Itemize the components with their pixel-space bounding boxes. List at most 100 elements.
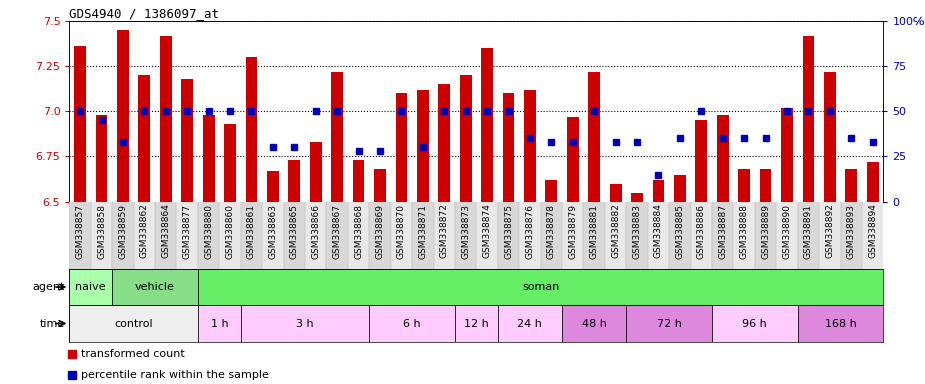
Text: 12 h: 12 h [464, 318, 488, 329]
Text: vehicle: vehicle [135, 282, 175, 292]
Bar [519, 202, 540, 269]
Bar [133, 202, 155, 269]
Bar [797, 202, 820, 269]
Text: agent: agent [32, 282, 65, 292]
Bar [74, 46, 86, 202]
Bar [390, 202, 413, 269]
Bar [481, 48, 493, 202]
Text: 72 h: 72 h [657, 318, 682, 329]
Bar [219, 202, 240, 269]
Bar [648, 202, 669, 269]
Bar [284, 202, 305, 269]
Bar [605, 202, 626, 269]
Text: GSM338892: GSM338892 [825, 204, 834, 258]
Text: GSM338876: GSM338876 [525, 204, 535, 258]
Bar [824, 72, 835, 202]
Bar [305, 202, 327, 269]
Text: GSM338871: GSM338871 [418, 204, 427, 258]
Bar [455, 305, 498, 342]
Text: 1 h: 1 h [211, 318, 228, 329]
Bar [626, 305, 712, 342]
Text: GSM338891: GSM338891 [804, 204, 813, 258]
Text: 48 h: 48 h [582, 318, 607, 329]
Bar [327, 202, 348, 269]
Text: GSM338881: GSM338881 [590, 204, 598, 258]
Bar [797, 305, 883, 342]
Bar [434, 202, 455, 269]
Bar [562, 305, 626, 342]
Bar [476, 202, 498, 269]
Bar [776, 202, 797, 269]
Bar [803, 36, 814, 202]
Text: GDS4940 / 1386097_at: GDS4940 / 1386097_at [69, 7, 219, 20]
Bar [417, 90, 428, 202]
Bar [348, 202, 369, 269]
Text: GSM338860: GSM338860 [226, 204, 235, 258]
Bar [584, 202, 605, 269]
Text: GSM338880: GSM338880 [204, 204, 213, 258]
Bar [498, 202, 519, 269]
Bar [631, 193, 643, 202]
Bar [674, 174, 685, 202]
Bar [738, 169, 750, 202]
Text: 6 h: 6 h [403, 318, 421, 329]
Text: 96 h: 96 h [743, 318, 767, 329]
Bar [626, 202, 647, 269]
Bar [755, 202, 776, 269]
Bar [69, 269, 112, 305]
Bar [652, 180, 664, 202]
Bar [374, 169, 386, 202]
Text: GSM338878: GSM338878 [547, 204, 556, 258]
Bar [117, 30, 129, 202]
Bar [289, 160, 301, 202]
Bar [369, 305, 455, 342]
Bar [112, 202, 133, 269]
Bar [240, 202, 262, 269]
Text: GSM338885: GSM338885 [675, 204, 684, 258]
Text: control: control [115, 318, 153, 329]
Text: GSM338873: GSM338873 [462, 204, 470, 258]
Bar [91, 202, 112, 269]
Bar [95, 115, 107, 202]
Bar [155, 202, 177, 269]
Text: GSM338857: GSM338857 [76, 204, 84, 258]
Bar [352, 160, 364, 202]
Bar [734, 202, 755, 269]
Bar [198, 269, 883, 305]
Bar [198, 305, 240, 342]
Text: GSM338882: GSM338882 [611, 204, 620, 258]
Bar [460, 75, 472, 202]
Bar [781, 108, 793, 202]
Text: GSM338859: GSM338859 [118, 204, 128, 258]
Bar [691, 202, 712, 269]
Text: GSM338890: GSM338890 [783, 204, 792, 258]
Text: GSM338887: GSM338887 [718, 204, 727, 258]
Bar [224, 124, 236, 202]
Text: GSM338858: GSM338858 [97, 204, 106, 258]
Bar [820, 202, 841, 269]
Text: GSM338872: GSM338872 [439, 204, 449, 258]
Text: GSM338879: GSM338879 [568, 204, 577, 258]
Bar [759, 169, 771, 202]
Bar [240, 305, 369, 342]
Bar [369, 202, 390, 269]
Bar [588, 72, 600, 202]
Bar [139, 75, 150, 202]
Text: GSM338875: GSM338875 [504, 204, 513, 258]
Bar [502, 93, 514, 202]
Bar [498, 305, 562, 342]
Text: 3 h: 3 h [296, 318, 314, 329]
Text: GSM338861: GSM338861 [247, 204, 256, 258]
Bar [540, 202, 562, 269]
Bar [712, 202, 734, 269]
Text: GSM338866: GSM338866 [311, 204, 320, 258]
Bar [696, 121, 708, 202]
Bar [112, 269, 198, 305]
Bar [245, 57, 257, 202]
Text: time: time [40, 318, 65, 329]
Bar [455, 202, 476, 269]
Bar [567, 117, 579, 202]
Text: GSM338893: GSM338893 [846, 204, 856, 258]
Text: GSM338865: GSM338865 [290, 204, 299, 258]
Text: 168 h: 168 h [825, 318, 857, 329]
